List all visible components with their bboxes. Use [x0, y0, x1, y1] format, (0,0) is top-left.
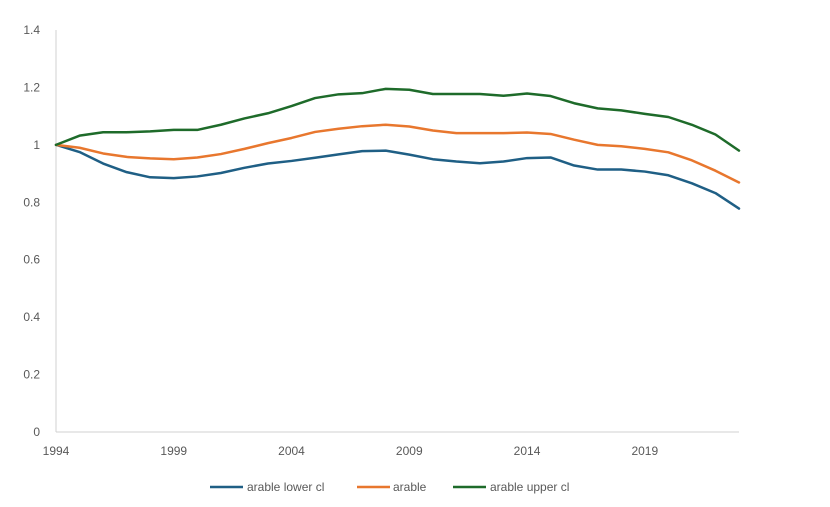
- y-tick-label: 0.4: [23, 310, 40, 324]
- axes: [55, 30, 739, 433]
- legend-item: arable upper cl: [453, 480, 569, 494]
- y-axis-ticks: 0 0.2 0.4 0.6 0.8 1 1.2 1.4: [23, 23, 40, 439]
- y-tick-label: 1.4: [23, 23, 40, 37]
- x-tick-label: 2004: [278, 444, 305, 458]
- y-tick-label: 0.6: [23, 253, 40, 267]
- legend: arable lower cl arable arable upper cl: [210, 480, 569, 494]
- y-tick-label: 0.2: [23, 368, 40, 382]
- series-line-0: [54, 143, 741, 210]
- y-tick-label: 1.2: [23, 80, 40, 94]
- x-tick-label: 2014: [514, 444, 541, 458]
- series-lines: [54, 87, 741, 210]
- legend-label: arable lower cl: [247, 480, 324, 494]
- series-line-1: [54, 123, 741, 184]
- x-tick-label: 1994: [43, 444, 70, 458]
- legend-item: arable lower cl: [210, 480, 324, 494]
- legend-label: arable upper cl: [490, 480, 569, 494]
- y-tick-label: 1: [33, 138, 40, 152]
- legend-label: arable: [393, 480, 427, 494]
- legend-item: arable: [357, 480, 427, 494]
- y-tick-label: 0.8: [23, 195, 40, 209]
- x-tick-label: 2019: [631, 444, 658, 458]
- series-line-2: [54, 87, 741, 152]
- y-tick-label: 0: [33, 425, 40, 439]
- x-axis-ticks: 1994 1999 2004 2009 2014 2019: [43, 444, 659, 458]
- x-tick-label: 1999: [160, 444, 187, 458]
- x-tick-label: 2009: [396, 444, 423, 458]
